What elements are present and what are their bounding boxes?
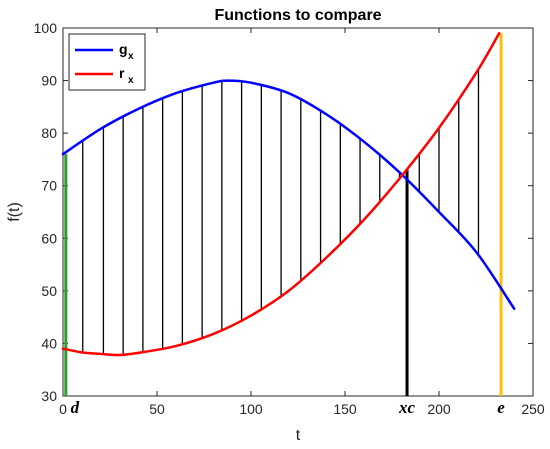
y-tick-label: 70 (41, 178, 57, 194)
y-axis-label: f(t) (6, 202, 23, 222)
legend-subscript-r: x (128, 75, 134, 86)
x-tick-label: 50 (149, 401, 165, 417)
y-tick-label: 30 (41, 388, 57, 404)
legend-subscript-g: x (128, 51, 134, 62)
x-tick-label: 100 (239, 401, 263, 417)
legend-label-g: g (119, 41, 128, 57)
legend-box (68, 33, 146, 91)
chart-title: Functions to compare (214, 7, 381, 24)
x-tick-label: 250 (521, 401, 545, 417)
y-tick-label: 50 (41, 283, 57, 299)
x-tick-label: 200 (427, 401, 451, 417)
y-tick-label: 100 (34, 20, 58, 36)
x-tick-label: 0 (59, 401, 67, 417)
x-axis-label: t (296, 427, 301, 444)
series-line-r (61, 32, 501, 357)
marker-label-d: d (71, 398, 80, 417)
y-tick-label: 80 (41, 125, 57, 141)
y-tick-label: 90 (41, 73, 57, 89)
series-line-g (61, 79, 516, 310)
marker-label-e: e (497, 398, 505, 417)
marker-label-xc: xc (398, 398, 416, 417)
y-tick-label: 60 (41, 230, 57, 246)
x-tick-label: 150 (333, 401, 357, 417)
y-tick-label: 40 (41, 335, 57, 351)
legend-label-r: r (119, 65, 125, 81)
plot-area-frame (62, 27, 534, 397)
